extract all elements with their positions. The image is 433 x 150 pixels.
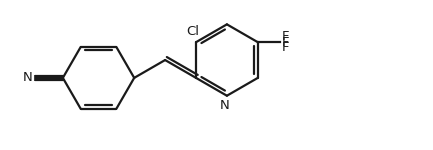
Text: F: F <box>281 36 289 49</box>
Text: F: F <box>281 30 289 43</box>
Text: F: F <box>281 41 289 54</box>
Text: Cl: Cl <box>186 25 199 38</box>
Text: N: N <box>220 99 229 112</box>
Text: N: N <box>23 71 33 84</box>
